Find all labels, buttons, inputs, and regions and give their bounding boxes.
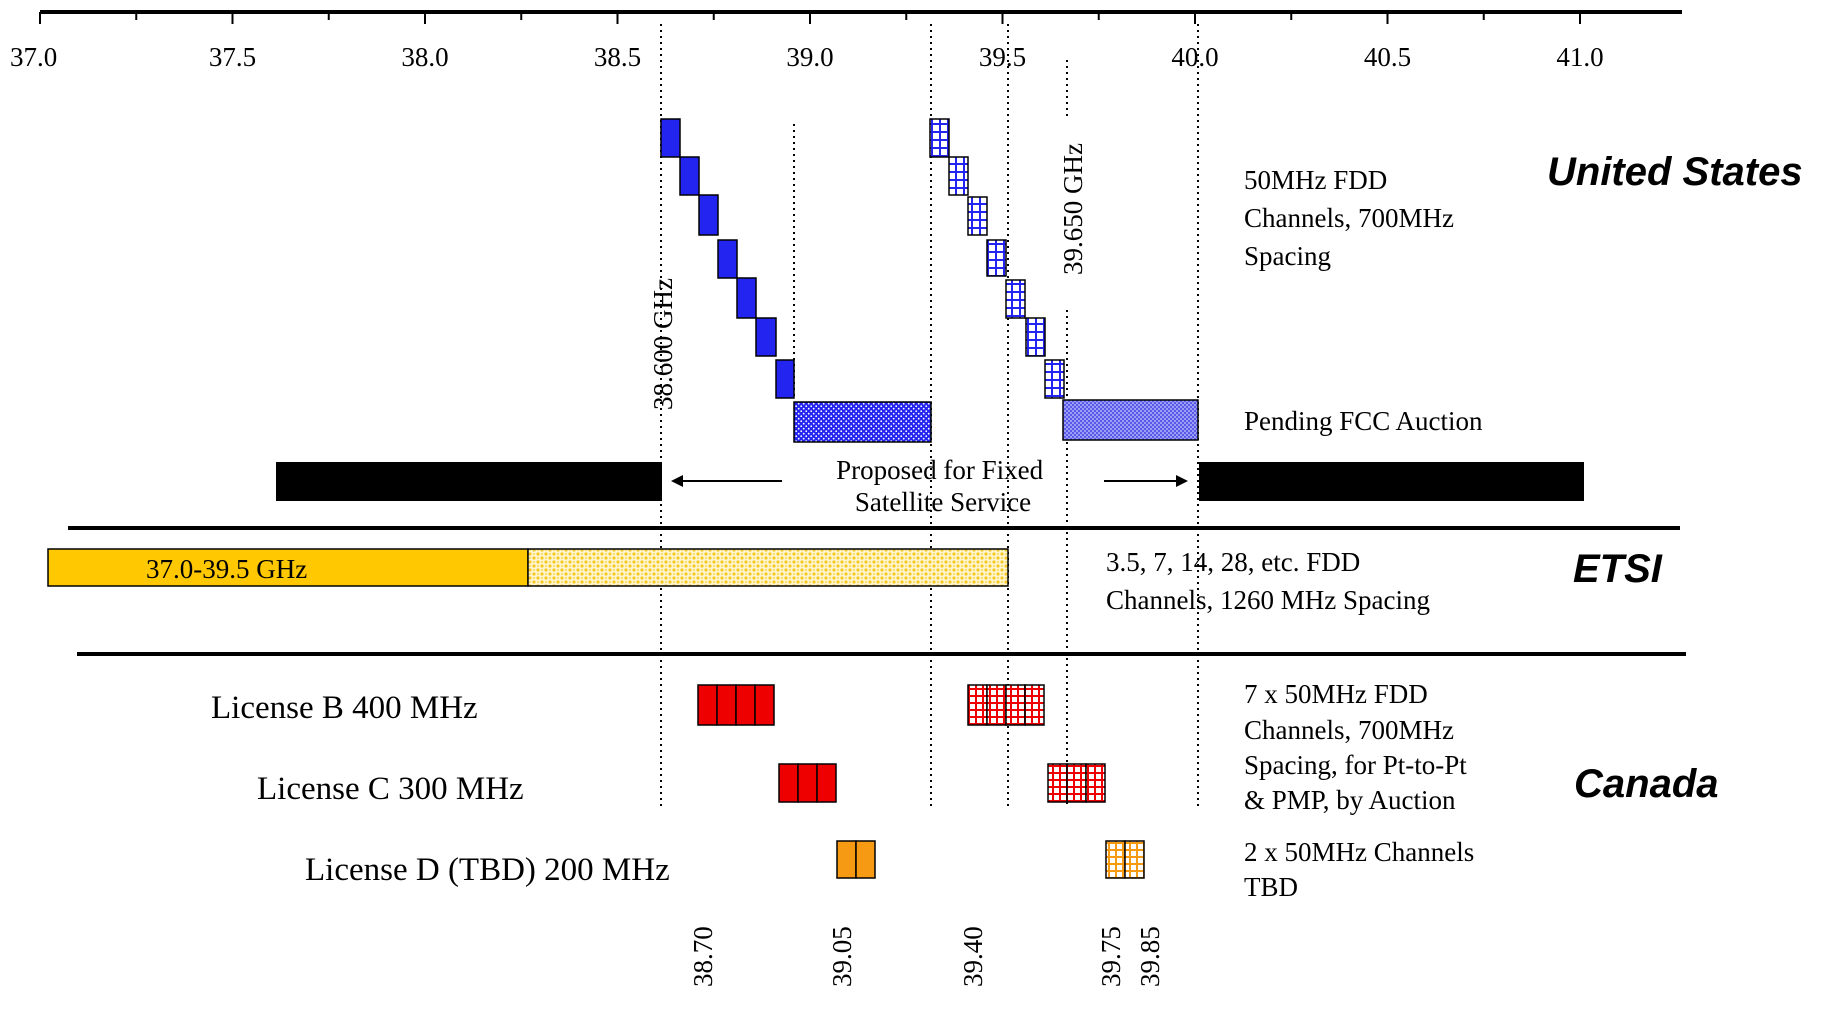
us-label-39650: 39.650 GHz <box>1058 143 1088 275</box>
fss-note: Proposed for Fixed Satellite Service <box>836 455 1050 517</box>
axis-tick-label: 38.0 <box>401 42 448 72</box>
etsi-band-label: 37.0-39.5 GHz <box>146 554 307 584</box>
license-b-channel <box>735 684 756 726</box>
us-fdd-note: 50MHz FDD Channels, 700MHz Spacing <box>1244 165 1461 271</box>
us-checked-block <box>929 118 950 158</box>
license-c-channel-checked <box>1066 763 1087 803</box>
us-auction-block-1 <box>793 401 932 443</box>
canada-tbd-note-line-1: 2 x 50MHz Channels <box>1244 837 1474 867</box>
us-checked-block <box>1044 359 1065 399</box>
axis-tick-label: 37.0 <box>10 42 57 72</box>
license-b-channel <box>697 684 718 726</box>
region-canada: Canada <box>1574 762 1719 806</box>
license-b-label: License B 400 MHz <box>211 690 478 726</box>
license-d-channel-checked <box>1124 840 1145 879</box>
fss-note-line-2: Satellite Service <box>855 487 1031 517</box>
us-checked-block <box>948 156 969 196</box>
us-channel-block <box>679 156 700 196</box>
canada-freq-label-3975: 39.75 <box>1096 926 1126 987</box>
canada-fdd-note: 7 x 50MHz FDD Channels, 700MHz Spacing, … <box>1244 679 1474 815</box>
license-d-channel <box>855 840 876 879</box>
canada-fdd-note-line-1: 7 x 50MHz FDD <box>1244 679 1428 709</box>
canada-freq-label-3985: 39.85 <box>1135 926 1165 987</box>
axis-tick-label: 39.0 <box>786 42 833 72</box>
license-b-channel <box>716 684 737 726</box>
us-fdd-note-line-3: Spacing <box>1244 241 1331 271</box>
us-channel-block <box>698 194 719 236</box>
license-b-channel <box>754 684 775 726</box>
us-channel-block <box>717 239 738 279</box>
us-channel-block <box>660 118 681 158</box>
axis-tick-labels: 37.0 37.5 38.0 38.5 39.0 39.5 40.0 40.5 41.0 <box>10 42 1604 72</box>
canada-tbd-note-line-2: TBD <box>1244 872 1298 902</box>
axis-tick-label: 40.5 <box>1364 42 1411 72</box>
fss-note-line-1: Proposed for Fixed <box>836 455 1043 485</box>
license-b-channel-checked <box>986 684 1007 726</box>
axis-tick-label: 41.0 <box>1556 42 1603 72</box>
axis-tick-label: 39.5 <box>979 42 1026 72</box>
us-fdd-note-line-1: 50MHz FDD <box>1244 165 1387 195</box>
etsi-fdd-note-line-1: 3.5, 7, 14, 28, etc. FDD <box>1106 547 1360 577</box>
etsi-band-dotted <box>527 548 1009 587</box>
axis-tick-label: 38.5 <box>594 42 641 72</box>
etsi-band-solid <box>47 548 529 587</box>
license-d-label: License D (TBD) 200 MHz <box>305 852 670 888</box>
us-channel-block <box>775 359 795 399</box>
license-c-channel-checked <box>1047 763 1068 803</box>
license-d-blocks <box>836 840 1145 879</box>
license-b-channel-checked <box>1024 684 1045 726</box>
us-fdd-note-line-2: Channels, 700MHz <box>1244 203 1454 233</box>
us-auction-block-2 <box>1062 399 1199 441</box>
canada-fdd-note-line-3: Spacing, for Pt-to-Pt <box>1244 750 1467 780</box>
license-c-blocks <box>778 763 1106 803</box>
us-checked-block <box>1005 279 1026 319</box>
canada-freq-label-3870: 38.70 <box>688 926 718 987</box>
license-c-channel <box>778 763 799 803</box>
canada-tbd-note: 2 x 50MHz Channels TBD <box>1244 837 1481 902</box>
fss-bar-right <box>1199 462 1584 501</box>
etsi-fdd-note-line-2: Channels, 1260 MHz Spacing <box>1106 585 1430 615</box>
axis-tick-label: 40.0 <box>1171 42 1218 72</box>
us-channel-block <box>736 277 757 319</box>
license-c-channel <box>816 763 837 803</box>
canada-fdd-note-line-4: & PMP, by Auction <box>1244 785 1456 815</box>
us-label-38600: 38.600 GHz <box>648 278 678 410</box>
license-d-channel-checked <box>1105 840 1126 879</box>
license-b-blocks <box>697 684 1045 726</box>
region-united-states: United States <box>1547 150 1803 194</box>
us-auction-note: Pending FCC Auction <box>1244 406 1483 436</box>
us-channel-block <box>755 317 777 357</box>
us-checked-channels <box>929 118 1065 399</box>
license-c-channel <box>797 763 818 803</box>
fss-bar-left <box>276 462 662 501</box>
license-b-channel-checked <box>1005 684 1026 726</box>
canada-freq-label-3940: 39.40 <box>958 926 988 987</box>
us-checked-block <box>967 196 988 236</box>
frequency-axis: 37.0 37.5 38.0 38.5 39.0 39.5 40.0 40.5 41.0 <box>10 10 1682 72</box>
us-checked-block <box>1025 317 1046 357</box>
license-d-channel <box>836 840 857 879</box>
axis-tick-marks <box>39 12 1581 24</box>
etsi-fdd-note: 3.5, 7, 14, 28, etc. FDD Channels, 1260 … <box>1106 547 1430 615</box>
license-b-channel-checked <box>967 684 988 726</box>
us-checked-block <box>986 239 1007 277</box>
license-c-channel-checked <box>1085 763 1106 803</box>
license-c-label: License C 300 MHz <box>257 771 524 807</box>
region-etsi: ETSI <box>1573 547 1663 591</box>
canada-fdd-note-line-2: Channels, 700MHz <box>1244 715 1454 745</box>
axis-tick-label: 37.5 <box>209 42 256 72</box>
canada-freq-label-3905: 39.05 <box>827 926 857 987</box>
us-solid-channels <box>660 118 795 399</box>
